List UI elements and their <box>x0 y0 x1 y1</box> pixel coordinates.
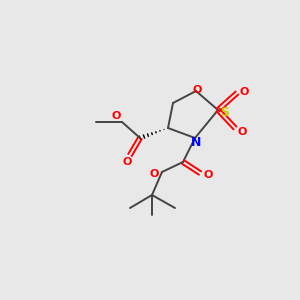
Text: O: O <box>149 169 159 179</box>
Text: O: O <box>237 127 247 137</box>
Text: O: O <box>111 111 121 121</box>
Text: O: O <box>192 85 202 95</box>
Text: S: S <box>220 106 230 118</box>
Text: O: O <box>122 157 132 167</box>
Text: O: O <box>203 170 213 180</box>
Text: N: N <box>191 136 201 148</box>
Text: O: O <box>239 87 249 97</box>
